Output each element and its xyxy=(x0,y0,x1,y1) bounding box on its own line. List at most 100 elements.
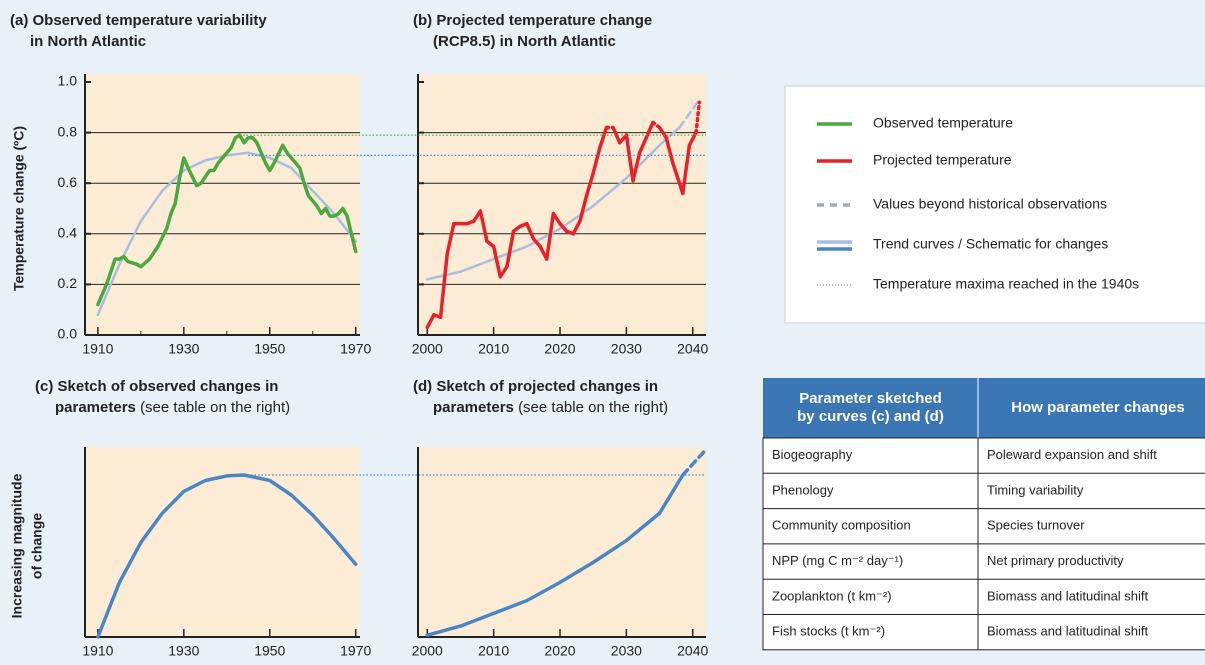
x-tick-label: 1930 xyxy=(168,341,199,357)
line-segment xyxy=(678,98,701,129)
y-axis-title: Temperature change (ºC) xyxy=(11,126,27,291)
plot-area xyxy=(85,74,360,335)
y-tick-label: 1.0 xyxy=(58,73,78,89)
x-tick-label: 2030 xyxy=(611,643,642,659)
table-cell: NPP (mg C m⁻² day⁻¹) xyxy=(772,553,903,568)
y-axis-title: of change xyxy=(29,513,45,579)
x-tick-label: 2040 xyxy=(677,643,708,659)
y-axis-title: Increasing magnitude xyxy=(9,473,25,618)
x-tick-label: 1950 xyxy=(254,341,285,357)
x-tick-label: 2010 xyxy=(478,643,509,659)
plot-area xyxy=(418,447,706,637)
y-tick-label: 0.4 xyxy=(58,225,78,241)
line-segment xyxy=(624,133,635,183)
x-tick-label: 1970 xyxy=(340,341,371,357)
line-segment xyxy=(491,598,529,616)
title-text: (b) Projected temperature change xyxy=(413,12,652,29)
table-cell: Community composition xyxy=(772,518,911,533)
legend-label: Trend curves / Schematic for changes xyxy=(873,236,1108,252)
line-segment xyxy=(558,560,595,585)
line-segment xyxy=(425,624,463,637)
panel-title: parameters (see table on the right) xyxy=(55,399,290,416)
panel-title: parameters (see table on the right) xyxy=(433,399,668,416)
x-tick-label: 1970 xyxy=(340,643,371,659)
table-header-cell: by curves (c) and (d) xyxy=(797,408,944,425)
x-tick-label: 1910 xyxy=(82,341,113,357)
title-text: in North Atlantic xyxy=(30,33,146,50)
line-segment xyxy=(584,171,595,198)
line-segment xyxy=(611,125,622,145)
line-segment xyxy=(525,580,562,603)
line-segment xyxy=(525,221,536,241)
x-tick-label: 2020 xyxy=(544,341,575,357)
panel-title: (b) Projected temperature change xyxy=(413,12,652,29)
line-segment xyxy=(637,135,649,155)
line-segment xyxy=(598,125,609,150)
table-cell: Phenology xyxy=(772,482,834,497)
table-cell: Timing variability xyxy=(987,482,1084,497)
panel-title: (a) Observed temperature variability xyxy=(10,12,267,29)
x-tick-label: 2030 xyxy=(611,341,642,357)
line-segment xyxy=(624,511,662,543)
legend-label: Temperature maxima reached in the 1940s xyxy=(873,276,1139,292)
line-segment xyxy=(658,126,681,147)
line-segment xyxy=(525,227,562,248)
x-tick-label: 1910 xyxy=(82,643,113,659)
line-segment xyxy=(591,538,629,565)
table-cell: Biogeography xyxy=(772,447,853,462)
y-tick-label: 0.0 xyxy=(58,326,78,342)
table-cell: Poleward expansion and shift xyxy=(987,447,1157,462)
x-tick-label: 2000 xyxy=(412,643,443,659)
line-segment xyxy=(571,219,582,236)
panel-title: (c) Sketch of observed changes in xyxy=(35,378,278,395)
line-segment xyxy=(498,264,509,279)
y-tick-label: 0.6 xyxy=(58,174,78,190)
line-segment xyxy=(694,100,702,135)
table-cell: Biomass and latitudinal shift xyxy=(987,588,1149,603)
line-segment xyxy=(445,221,456,256)
x-tick-label: 2010 xyxy=(478,341,509,357)
x-tick-label: 2000 xyxy=(412,341,443,357)
x-tick-label: 2040 xyxy=(677,341,708,357)
title-text: parameters xyxy=(433,399,514,416)
line-segment xyxy=(505,229,516,269)
line-segment xyxy=(591,146,602,175)
panel-title: (RCP8.5) in North Atlantic xyxy=(433,33,616,50)
line-segment xyxy=(478,209,489,244)
line-segment xyxy=(591,176,628,208)
y-tick-label: 0.8 xyxy=(58,123,78,139)
line-segment xyxy=(657,125,668,140)
line-segment xyxy=(551,211,562,226)
line-segment xyxy=(544,211,556,261)
line-segment xyxy=(438,252,449,320)
table-header xyxy=(763,378,1205,438)
line-segment xyxy=(644,120,655,140)
x-tick-label: 1930 xyxy=(168,643,199,659)
plot-area xyxy=(85,447,360,637)
x-tick-label: 2020 xyxy=(544,643,575,659)
line-segment xyxy=(491,244,503,279)
title-text: (a) Observed temperature variability xyxy=(10,12,267,29)
title-text: (d) Sketch of projected changes in xyxy=(413,378,658,395)
title-note: (see table on the right) xyxy=(140,399,290,416)
line-segment xyxy=(425,313,436,330)
legend-label: Observed temperature xyxy=(873,115,1013,131)
line-segment xyxy=(681,143,692,196)
line-segment xyxy=(657,473,685,515)
plot-area xyxy=(418,74,706,335)
y-tick-label: 0.2 xyxy=(58,275,78,291)
line-segment xyxy=(458,611,496,628)
line-segment xyxy=(681,447,708,477)
line-series xyxy=(96,133,358,307)
title-text: (RCP8.5) in North Atlantic xyxy=(433,33,616,50)
title-note: (see table on the right) xyxy=(518,399,668,416)
legend-box xyxy=(784,85,1205,324)
table-header-cell: How parameter changes xyxy=(1011,399,1184,416)
panel-title: in North Atlantic xyxy=(30,33,146,50)
table-cell: Species turnover xyxy=(987,518,1085,533)
table-cell: Net primary productivity xyxy=(987,553,1124,568)
table-cell: Biomass and latitudinal shift xyxy=(987,624,1149,639)
line-segment xyxy=(631,151,642,183)
title-text: parameters xyxy=(55,399,136,416)
